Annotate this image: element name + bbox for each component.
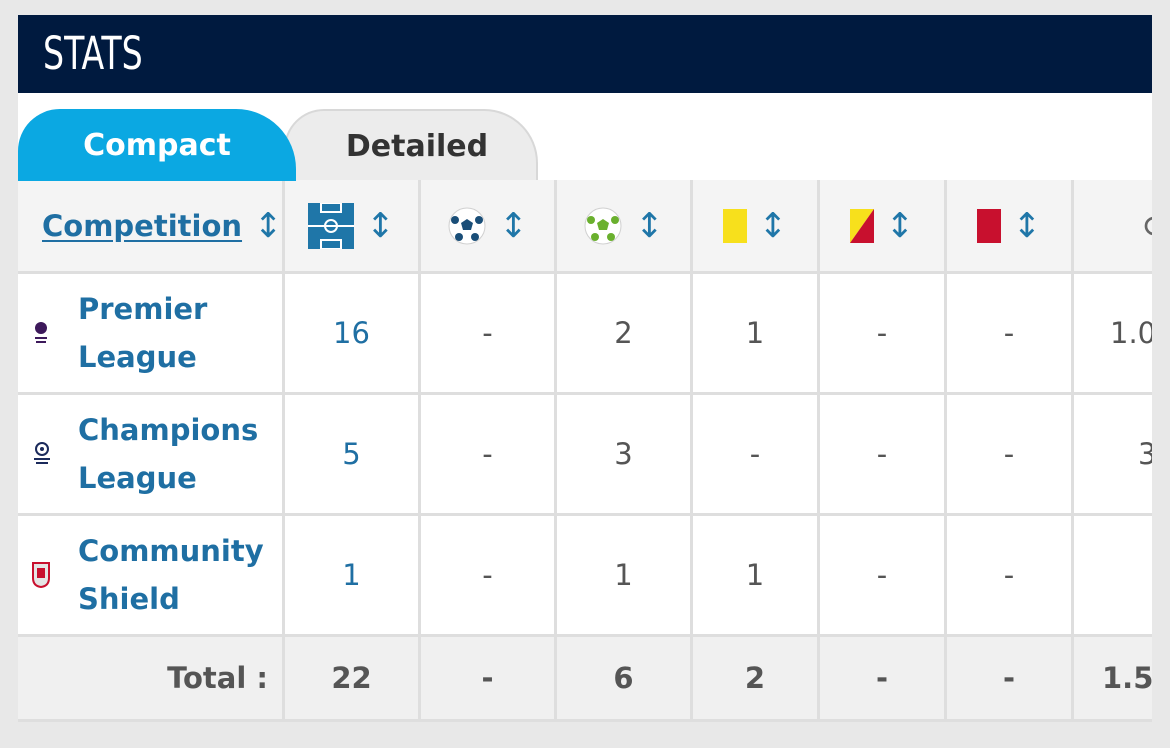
extra-value: 1.0 [1074, 274, 1152, 392]
sort-icon[interactable]: ↕ [254, 205, 283, 246]
second-yellow-value: - [820, 274, 944, 392]
sort-icon[interactable]: ↕ [758, 205, 788, 246]
appearances-value[interactable]: 5 [285, 395, 418, 513]
sort-icon[interactable]: ↕ [635, 205, 664, 246]
goals-value: - [421, 395, 554, 513]
total-second-yellow: - [820, 637, 944, 719]
column-header-red-cards[interactable]: ↕ [947, 180, 1071, 271]
column-header-competition[interactable]: Competition ↕ [18, 180, 283, 271]
second-yellow-card-icon [849, 208, 874, 243]
table-row-competition[interactable]: Premier League [18, 274, 282, 392]
goals-value: - [421, 516, 554, 634]
assists-value: 1 [557, 516, 690, 634]
competition-name[interactable]: Community Shield [78, 534, 264, 616]
total-appearances: 22 [285, 637, 418, 719]
assists-value: 3 [557, 395, 690, 513]
stats-panel: STATS Detailed Compact Competition ↕ ↕ [18, 15, 1152, 722]
sort-icon[interactable]: ↕ [885, 205, 915, 246]
table-row-competition[interactable]: Community Shield [18, 516, 282, 634]
page-title: STATS [43, 27, 143, 80]
community-shield-logo-icon [32, 562, 50, 588]
ball-goal-icon [448, 207, 486, 244]
total-yellow-cards: 2 [693, 637, 817, 719]
yellow-cards-value: - [693, 395, 817, 513]
assists-value: 2 [557, 274, 690, 392]
competition-name[interactable]: Champions League [78, 413, 259, 495]
column-header-extra[interactable] [1074, 180, 1152, 271]
champions-league-logo-icon [34, 442, 50, 464]
total-extra: 1.5 [1074, 637, 1152, 719]
column-header-assists[interactable]: ↕ [557, 180, 690, 271]
sort-icon[interactable]: ↕ [366, 205, 395, 246]
goals-value: - [421, 274, 554, 392]
premier-league-logo-icon [35, 322, 47, 343]
total-goals: - [421, 637, 554, 719]
totals-label: Total : [18, 637, 282, 719]
pitch-icon [308, 202, 355, 249]
second-yellow-value: - [820, 395, 944, 513]
second-yellow-value: - [820, 516, 944, 634]
sort-icon[interactable]: ↕ [499, 205, 528, 246]
ball-assist-icon [584, 207, 622, 244]
red-cards-value: - [947, 516, 1071, 634]
total-assists: 6 [557, 637, 690, 719]
extra-value: 3 [1074, 395, 1152, 513]
red-cards-value: - [947, 395, 1071, 513]
yellow-cards-value: 1 [693, 274, 817, 392]
table-row-competition[interactable]: Champions League [18, 395, 282, 513]
competition-name[interactable]: Premier League [78, 292, 208, 374]
view-tabs: Detailed Compact [18, 105, 1152, 181]
clock-icon [1144, 216, 1152, 235]
appearances-value[interactable]: 16 [285, 274, 418, 392]
extra-value [1074, 516, 1152, 634]
total-red-cards: - [947, 637, 1071, 719]
column-header-appearances[interactable]: ↕ [285, 180, 418, 271]
red-cards-value: - [947, 274, 1071, 392]
sort-icon[interactable]: ↕ [1012, 205, 1042, 246]
stats-header: STATS [18, 15, 1152, 93]
column-header-yellow-cards[interactable]: ↕ [693, 180, 817, 271]
column-header-second-yellow[interactable]: ↕ [820, 180, 944, 271]
column-header-goals[interactable]: ↕ [421, 180, 554, 271]
tab-detailed[interactable]: Detailed [284, 109, 538, 181]
tab-compact[interactable]: Compact [18, 109, 296, 181]
yellow-cards-value: 1 [693, 516, 817, 634]
stats-table: Competition ↕ ↕ ↕ [18, 180, 1152, 722]
appearances-value[interactable]: 1 [285, 516, 418, 634]
yellow-card-icon [722, 208, 747, 243]
competition-sort-link[interactable]: Competition [42, 208, 243, 243]
red-card-icon [976, 208, 1001, 243]
